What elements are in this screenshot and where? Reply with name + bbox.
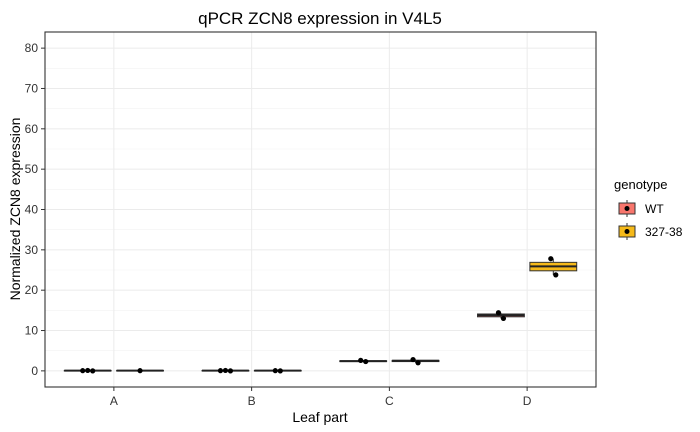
y-tick-label: 10: [25, 324, 39, 338]
legend-key: [617, 223, 637, 240]
y-tick-label: 0: [31, 364, 38, 378]
data-point: [358, 357, 364, 363]
data-point: [272, 368, 278, 374]
legend-title: genotype: [614, 177, 668, 192]
legend-key-point: [624, 229, 630, 234]
data-point: [227, 368, 234, 374]
legend-key-point: [624, 206, 630, 211]
data-point: [137, 368, 143, 374]
data-point: [80, 368, 86, 374]
data-point: [410, 356, 416, 363]
y-tick-label: 50: [25, 162, 39, 176]
major-grid: [45, 32, 596, 387]
legend-key: [617, 200, 637, 217]
minor-grid: [45, 68, 596, 351]
data-point: [495, 310, 502, 316]
x-axis-title: Leaf part: [292, 409, 347, 425]
legend-label: 327-38: [645, 225, 683, 239]
data-point: [363, 358, 369, 365]
data-point: [548, 256, 554, 262]
data-point: [217, 368, 224, 374]
x-tick-label: B: [248, 394, 256, 408]
y-tick-label: 20: [25, 283, 39, 297]
data-point: [553, 272, 559, 278]
data-point: [85, 367, 91, 374]
legend: genotype WT 327-38: [614, 177, 683, 240]
data-point: [222, 367, 229, 374]
x-axis: A B C D: [110, 387, 532, 408]
x-tick-label: D: [523, 394, 532, 408]
legend-label: WT: [645, 202, 664, 216]
data-point: [277, 368, 283, 374]
data-point: [90, 368, 96, 374]
y-tick-label: 70: [25, 81, 39, 95]
box-layer: [63, 256, 578, 374]
y-axis-title: Normalized ZCN8 expression: [7, 118, 23, 301]
y-axis: 0 10 20 30 40 50 60 70 80: [25, 41, 45, 378]
data-point: [500, 315, 507, 322]
y-tick-label: 40: [25, 203, 39, 217]
data-point: [415, 360, 421, 366]
y-tick-label: 60: [25, 122, 39, 136]
chart-title: qPCR ZCN8 expression in V4L5: [198, 9, 442, 28]
y-tick-label: 30: [25, 243, 39, 257]
y-tick-label: 80: [25, 41, 39, 55]
x-tick-label: A: [110, 394, 118, 408]
x-tick-label: C: [385, 394, 394, 408]
